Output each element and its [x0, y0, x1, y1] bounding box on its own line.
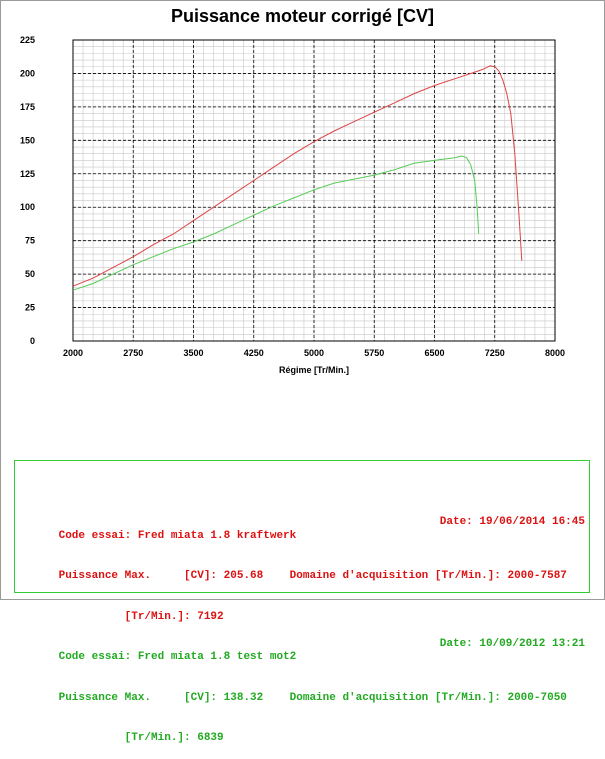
y-tick-label: 125 — [20, 169, 35, 179]
test2-power-row: Puissance Max. [CV]: 138.32 Domaine d'ac… — [19, 678, 585, 704]
y-tick-label: 100 — [20, 202, 35, 212]
test1-code: Code essai: Fred miata 1.8 kraftwerk — [58, 529, 297, 542]
test1-date: Date: 19/06/2014 16:45 — [439, 516, 585, 528]
y-tick-label: 175 — [20, 102, 35, 112]
x-tick-labels: 2000 2750 3500 4250 5000 5750 6500 7250 8000 — [63, 348, 565, 358]
x-tick-label: 7250 — [485, 348, 505, 358]
test1-code-row: Code essai: Fred miata 1.8 kraftwerk Dat… — [19, 516, 585, 542]
series-line-2 — [72, 155, 480, 291]
y-tick-label: 75 — [25, 236, 35, 246]
y-tick-label: 25 — [25, 303, 35, 313]
x-tick-label: 3500 — [183, 348, 203, 358]
test2-rpm-row: [Tr/Min.]: 6839 — [19, 719, 585, 744]
x-tick-label: 6500 — [424, 348, 444, 358]
y-tick-label: 0 — [30, 336, 35, 346]
test-info-panel: Code essai: Fred miata 1.8 kraftwerk Dat… — [14, 460, 590, 744]
y-tick-label: 200 — [20, 68, 35, 78]
series-layer — [72, 65, 523, 291]
power-chart: 0 25 50 75 100 125 150 175 200 225 2000 2750 3500 42… — [20, 35, 565, 375]
y-tick-label: 225 — [20, 35, 35, 45]
x-axis-label: Régime [Tr/Min.] — [279, 365, 349, 375]
major-grid — [73, 40, 555, 341]
y-tick-labels: 0 25 50 75 100 125 150 175 200 225 — [20, 35, 35, 346]
x-tick-label: 5750 — [364, 348, 384, 358]
test2-power: Puissance Max. [CV]: 138.32 Domaine d'ac… — [58, 691, 567, 704]
x-tick-label: 8000 — [545, 348, 565, 358]
test1-rpm-row: [Tr/Min.]: 7192 — [19, 597, 585, 623]
x-tick-label: 5000 — [304, 348, 324, 358]
y-tick-label: 150 — [20, 135, 35, 145]
x-tick-label: 2000 — [63, 348, 83, 358]
series-line-1 — [72, 65, 523, 287]
test1-power-row: Puissance Max. [CV]: 205.68 Domaine d'ac… — [19, 557, 585, 582]
y-tick-label: 50 — [25, 269, 35, 279]
x-tick-label: 4250 — [244, 348, 264, 358]
test1-power: Puissance Max. [CV]: 205.68 Domaine d'ac… — [58, 570, 567, 582]
test2-rpm: [Tr/Min.]: 6839 — [58, 732, 224, 744]
plot-area-border — [72, 39, 556, 342]
chart-title: Puissance moteur corrigé [CV] — [170, 6, 435, 26]
x-tick-label: 2750 — [123, 348, 143, 358]
test2-code-row: Code essai: Fred miata 1.8 test mot2 Dat… — [19, 637, 585, 664]
test1-rpm: [Tr/Min.]: 7192 — [58, 610, 224, 623]
test2-code: Code essai: Fred miata 1.8 test mot2 — [58, 651, 297, 663]
test2-date: Date: 10/09/2012 13:21 — [439, 637, 585, 650]
